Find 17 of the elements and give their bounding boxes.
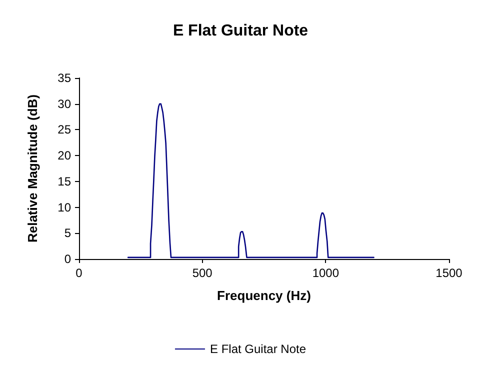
- x-tick-label: 500: [192, 266, 213, 280]
- line-series: [127, 103, 374, 258]
- legend-label: E Flat Guitar Note: [210, 342, 306, 356]
- y-tick-label: 25: [58, 122, 72, 137]
- x-tick-label: 0: [76, 266, 83, 280]
- y-tick-label: 5: [64, 226, 72, 240]
- x-tick-label: 1000: [312, 266, 340, 280]
- y-axis-title: Relative Magnitude (dB): [25, 94, 40, 243]
- y-tick-label: 30: [58, 96, 72, 111]
- y-tick-label: 10: [58, 200, 72, 214]
- x-tick-label: 1500: [436, 266, 463, 280]
- y-tick-label: 15: [58, 174, 72, 188]
- x-axis-title: Frequency (Hz): [217, 288, 311, 303]
- y-tick-label: 35: [58, 71, 72, 85]
- y-tick-label: 20: [58, 148, 72, 163]
- chart-title: E Flat Guitar Note: [172, 22, 308, 40]
- y-tick-label: 0: [64, 252, 72, 266]
